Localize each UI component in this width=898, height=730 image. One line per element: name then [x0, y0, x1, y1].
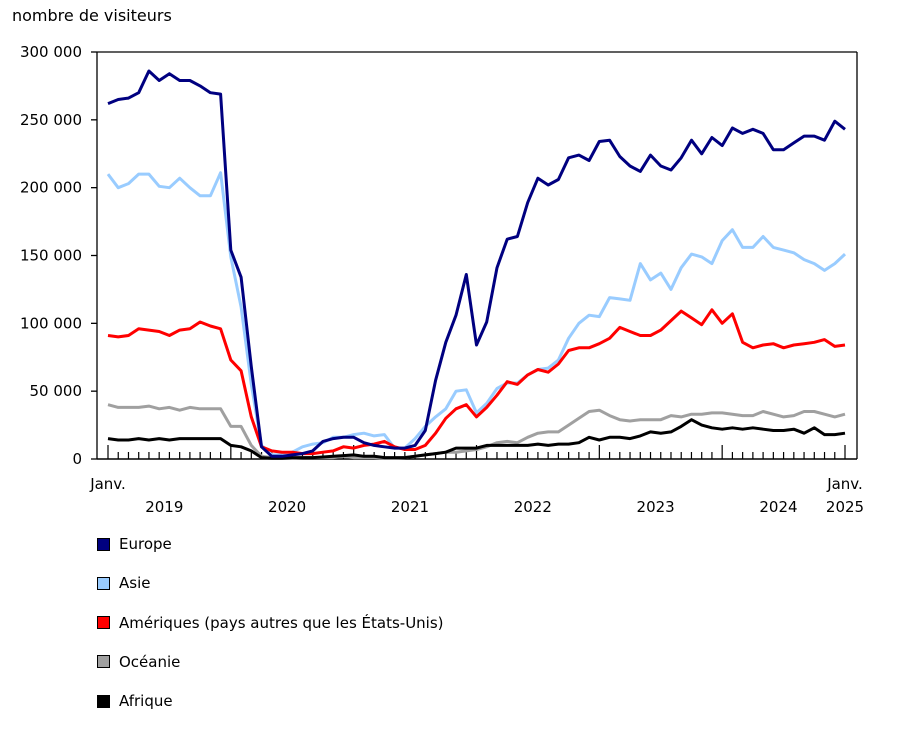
legend-label-oceanie: Océanie	[119, 652, 181, 671]
y-tick-label: 250 000	[20, 111, 82, 129]
legend-label-asie: Asie	[119, 574, 151, 593]
x-year-label: 2020	[268, 498, 306, 516]
y-tick-label: 100 000	[20, 314, 82, 332]
x-axis: Janv. Janv. 2019 2020 2021 2022 2023 2024 2025	[89, 445, 864, 516]
y-axis-title: nombre de visiteurs	[12, 6, 172, 25]
x-label-start-month: Janv.	[89, 475, 126, 493]
series-lines	[106, 69, 847, 460]
legend-item-afrique: Afrique	[97, 691, 444, 711]
plot-frame	[96, 51, 858, 460]
series-line-0	[107, 69, 846, 458]
x-year-label: 2022	[514, 498, 552, 516]
series-line-4	[107, 418, 846, 460]
legend-swatch-ameriques	[97, 616, 110, 630]
y-tick-label: 0	[72, 450, 82, 468]
x-year-label: 2023	[637, 498, 675, 516]
x-year-label: 2019	[145, 498, 183, 516]
y-tick-label: 150 000	[20, 247, 82, 265]
y-tick-label: 50 000	[30, 382, 83, 400]
legend-item-ameriques: Amériques (pays autres que les États-Uni…	[97, 613, 444, 633]
legend-label-afrique: Afrique	[119, 692, 173, 711]
legend-item-oceanie: Océanie	[97, 652, 444, 672]
series-line-1	[106, 171, 847, 457]
x-label-end-month: Janv.	[826, 475, 863, 493]
legend-item-asie: Asie	[97, 573, 444, 593]
legend: Europe Asie Amériques (pays autres que l…	[97, 534, 444, 730]
legend-swatch-europe	[97, 537, 110, 551]
y-tick-label: 300 000	[20, 43, 82, 61]
series-line-2	[107, 308, 846, 456]
legend-label-europe: Europe	[119, 535, 172, 553]
x-year-label: 2025	[826, 498, 864, 516]
y-tick-label: 200 000	[20, 179, 82, 197]
x-year-label: 2021	[391, 498, 429, 516]
legend-label-ameriques: Amériques (pays autres que les États-Uni…	[119, 613, 444, 632]
y-axis: 0 50 000 100 000 150 000 200 000 250 000 300 0…	[20, 43, 97, 468]
x-year-label: 2024	[759, 498, 797, 516]
legend-item-europe: Europe	[97, 534, 444, 554]
legend-swatch-afrique	[97, 694, 110, 708]
legend-swatch-asie	[97, 576, 110, 590]
legend-swatch-oceanie	[97, 655, 110, 669]
